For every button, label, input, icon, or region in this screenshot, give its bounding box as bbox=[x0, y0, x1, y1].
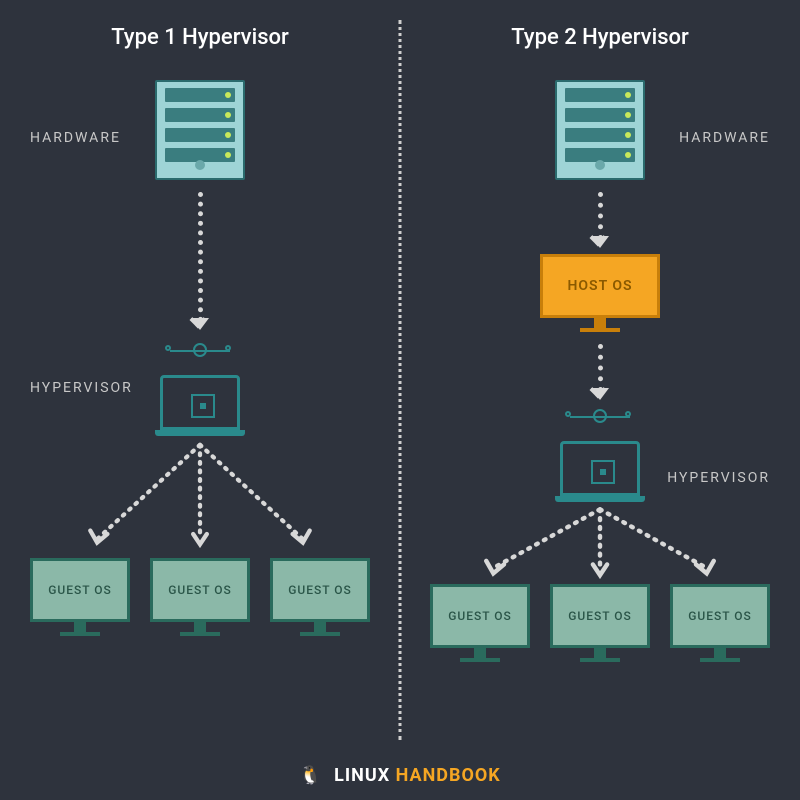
guest-os-monitor: GUEST OS bbox=[150, 558, 250, 638]
brand-handbook: HANDBOOK bbox=[396, 765, 501, 786]
guest-os-monitor: GUEST OS bbox=[550, 584, 650, 664]
hypervisor-icon-left bbox=[155, 358, 245, 438]
brand-linux: LINUX bbox=[334, 765, 390, 786]
footer-brand: 🐧 LINUX HANDBOOK bbox=[0, 765, 800, 786]
hardware-label-right: HARDWARE bbox=[679, 130, 770, 146]
branch-arrows-right bbox=[420, 504, 780, 584]
guest-os-monitor: GUEST OS bbox=[670, 584, 770, 664]
arrow-hw-to-hv-left bbox=[198, 192, 203, 322]
type2-column: Type 2 Hypervisor HARDWARE HOST OS HYPER… bbox=[400, 0, 800, 740]
guest-os-label: GUEST OS bbox=[550, 584, 650, 648]
type1-column: Type 1 Hypervisor HARDWARE HYPERVISOR bbox=[0, 0, 400, 740]
guest-row-right: GUEST OS GUEST OS GUEST OS bbox=[430, 584, 770, 664]
guest-os-label: GUEST OS bbox=[150, 558, 250, 622]
branch-arrows-left bbox=[20, 438, 380, 558]
hardware-label-left: HARDWARE bbox=[30, 130, 121, 146]
guest-os-label: GUEST OS bbox=[30, 558, 130, 622]
hypervisor-icon-right bbox=[555, 424, 645, 504]
arrow-host-to-hv bbox=[598, 344, 603, 392]
host-os-monitor: HOST OS bbox=[540, 254, 660, 334]
arrow-hw-to-host bbox=[598, 192, 603, 240]
hypervisor-label-left: HYPERVISOR bbox=[30, 380, 133, 396]
center-divider bbox=[399, 20, 402, 740]
penguin-icon: 🐧 bbox=[299, 765, 322, 786]
guest-os-monitor: GUEST OS bbox=[430, 584, 530, 664]
type2-title: Type 2 Hypervisor bbox=[511, 25, 689, 50]
guest-os-monitor: GUEST OS bbox=[270, 558, 370, 638]
server-icon-right bbox=[555, 80, 645, 180]
diagram-container: Type 1 Hypervisor HARDWARE HYPERVISOR bbox=[0, 0, 800, 740]
hypervisor-label-right: HYPERVISOR bbox=[667, 470, 770, 486]
server-icon-left bbox=[155, 80, 245, 180]
host-os-label: HOST OS bbox=[540, 254, 660, 318]
guest-os-label: GUEST OS bbox=[670, 584, 770, 648]
type1-title: Type 1 Hypervisor bbox=[111, 25, 289, 50]
guest-row-left: GUEST OS GUEST OS GUEST OS bbox=[30, 558, 370, 638]
guest-os-label: GUEST OS bbox=[270, 558, 370, 622]
guest-os-monitor: GUEST OS bbox=[30, 558, 130, 638]
guest-os-label: GUEST OS bbox=[430, 584, 530, 648]
